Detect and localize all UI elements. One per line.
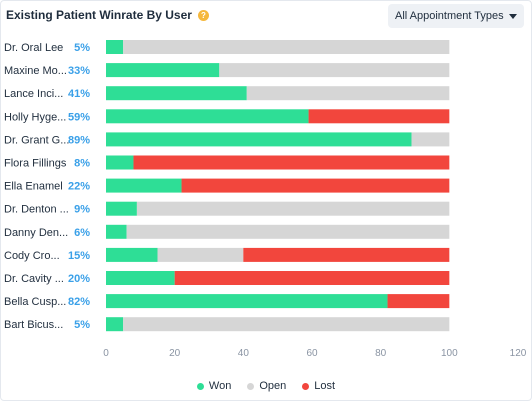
widget-title: Existing Patient Winrate By User bbox=[6, 8, 192, 22]
x-tick-label: 40 bbox=[238, 348, 250, 359]
category-label: Cody Cro... bbox=[4, 250, 60, 262]
legend-item-lost[interactable]: Lost bbox=[302, 380, 335, 392]
bar-segment-open bbox=[123, 40, 450, 54]
category-label: Lance Inci... bbox=[4, 88, 63, 100]
bar-segment-lost bbox=[181, 178, 450, 193]
winrate-percent-label: 8% bbox=[74, 158, 90, 170]
bar-segment-won bbox=[106, 247, 158, 262]
winrate-percent-label: 15% bbox=[68, 250, 90, 262]
x-tick-label: 80 bbox=[375, 348, 387, 359]
category-label: Bella Cusp... bbox=[4, 296, 66, 308]
winrate-percent-label: 22% bbox=[68, 181, 90, 193]
winrate-percent-label: 59% bbox=[68, 111, 90, 123]
bar-segment-won bbox=[106, 178, 182, 193]
bar-segment-won bbox=[106, 63, 220, 78]
widget-header: Existing Patient Winrate By User ? bbox=[6, 8, 209, 22]
bar-segment-won bbox=[106, 271, 175, 285]
chevron-down-icon bbox=[509, 14, 517, 19]
bar-segment-lost bbox=[174, 271, 450, 285]
category-label: Dr. Denton ... bbox=[4, 204, 69, 216]
x-tick-label: 60 bbox=[306, 348, 318, 359]
category-label: Holly Hyge... bbox=[4, 111, 66, 123]
bar-segment-lost bbox=[308, 109, 450, 124]
bar-segment-lost bbox=[387, 294, 450, 309]
bar-segment-won bbox=[106, 294, 388, 309]
info-icon[interactable]: ? bbox=[197, 9, 209, 21]
winrate-percent-label: 5% bbox=[74, 42, 90, 54]
category-label: Dr. Cavity ... bbox=[4, 273, 64, 285]
x-tick-label: 20 bbox=[169, 348, 181, 359]
bar-segment-lost bbox=[133, 155, 450, 170]
legend-label-won: Won bbox=[208, 380, 232, 392]
legend-label-lost: Lost bbox=[314, 380, 336, 392]
bar-segment-won bbox=[106, 155, 134, 170]
bar-segment-open bbox=[123, 317, 450, 332]
category-label: Danny Den... bbox=[4, 227, 68, 239]
legend-dot-lost bbox=[302, 382, 310, 390]
winrate-percent-label: 89% bbox=[68, 134, 90, 146]
category-label: Ella Enamel bbox=[4, 181, 63, 193]
bar-segment-won bbox=[106, 109, 309, 124]
bar-segment-won bbox=[106, 40, 124, 54]
winrate-percent-label: 33% bbox=[68, 65, 90, 77]
bar-segment-open bbox=[219, 63, 450, 78]
bar-segment-won bbox=[106, 201, 137, 216]
x-tick-label: 100 bbox=[441, 348, 458, 359]
winrate-percent-label: 41% bbox=[68, 88, 90, 100]
bar-segment-open bbox=[136, 201, 450, 216]
winrate-percent-label: 5% bbox=[74, 319, 90, 331]
winrate-percent-label: 82% bbox=[68, 296, 90, 308]
appointment-type-dropdown[interactable]: All Appointment Types bbox=[388, 4, 524, 28]
legend-item-won[interactable]: Won bbox=[196, 380, 232, 392]
category-label: Dr. Grant G... bbox=[4, 134, 69, 146]
legend-dot-won bbox=[196, 382, 204, 390]
legend-label-open: Open bbox=[259, 380, 287, 392]
bar-segment-won bbox=[106, 224, 127, 239]
bar-segment-won bbox=[106, 86, 247, 101]
bar-segment-lost bbox=[243, 247, 450, 262]
chart-legend: Won Open Lost bbox=[0, 380, 532, 392]
winrate-percent-label: 20% bbox=[68, 273, 90, 285]
category-label: Flora Fillings bbox=[4, 158, 67, 170]
x-tick-label: 120 bbox=[510, 348, 527, 359]
category-label: Dr. Oral Lee bbox=[4, 42, 63, 54]
appointment-type-label: All Appointment Types bbox=[395, 10, 504, 22]
winrate-percent-label: 9% bbox=[74, 204, 90, 216]
winrate-percent-label: 6% bbox=[74, 227, 90, 239]
bar-segment-open bbox=[411, 132, 450, 147]
bar-segment-open bbox=[246, 86, 450, 101]
x-tick-label: 0 bbox=[103, 348, 109, 359]
bar-segment-open bbox=[126, 224, 450, 239]
category-label: Maxine Mo... bbox=[4, 65, 67, 77]
legend-item-open[interactable]: Open bbox=[247, 380, 286, 392]
legend-dot-open bbox=[247, 382, 255, 390]
bar-segment-won bbox=[106, 317, 124, 332]
bar-segment-won bbox=[106, 132, 412, 147]
bar-segment-open bbox=[157, 247, 244, 262]
category-label: Bart Bicus... bbox=[4, 319, 63, 331]
